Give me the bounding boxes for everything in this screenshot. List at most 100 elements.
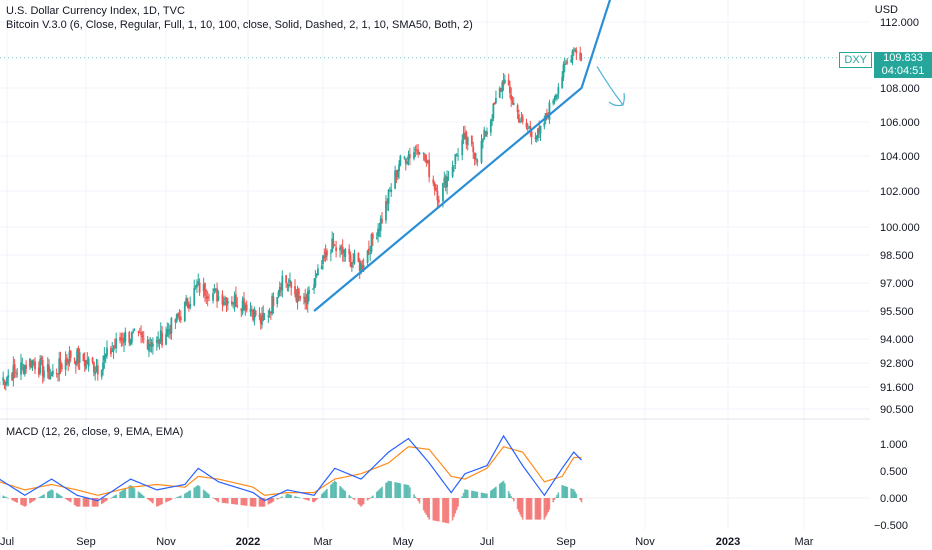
candle-body	[340, 246, 343, 249]
candle-body	[258, 315, 261, 317]
candle-body	[465, 131, 468, 145]
macd-histogram-bar	[243, 498, 245, 506]
candle-body	[6, 377, 8, 384]
macd-signal-line	[0, 446, 582, 496]
macd-histogram-bar	[574, 491, 576, 498]
macd-histogram-bar	[570, 488, 572, 498]
candle-body	[241, 300, 244, 313]
macd-histogram-bar	[11, 498, 13, 501]
candle-body	[185, 298, 188, 304]
candle-body	[57, 373, 59, 375]
macd-histogram-bar	[562, 485, 565, 498]
candle-body	[332, 240, 335, 247]
candle-body	[341, 246, 344, 254]
macd-histogram-bar	[510, 496, 513, 498]
candle-body	[406, 161, 409, 164]
candle-body	[51, 370, 54, 375]
candle-body	[552, 100, 555, 104]
macd-histogram-bar	[289, 494, 291, 498]
candle-body	[281, 275, 284, 291]
price-tick-label: 104.000	[880, 151, 920, 163]
candle-body	[149, 343, 152, 346]
macd-histogram-bar	[82, 498, 85, 507]
macd-histogram-bar	[129, 485, 132, 498]
macd-histogram-bar	[370, 496, 373, 498]
macd-histogram-bar	[179, 495, 182, 498]
macd-histogram-bar	[482, 492, 484, 498]
macd-histogram-bar	[76, 498, 78, 507]
candle-body	[48, 365, 50, 379]
candle-body	[414, 149, 417, 150]
candle-body	[240, 308, 243, 311]
macd-axis: 1.000 0.500 0.000 −0.500	[874, 439, 908, 532]
candle-body	[194, 285, 197, 287]
macd-histogram-bar	[133, 488, 136, 498]
candle-body	[428, 159, 431, 178]
macd-histogram-bar	[15, 498, 17, 503]
candle-body	[530, 131, 533, 138]
macd-histogram-bar	[55, 492, 58, 498]
candle-body	[83, 360, 86, 367]
macd-histogram-bar	[543, 498, 546, 520]
macd-histogram-bar	[268, 498, 271, 504]
macd-histogram-bar	[280, 497, 282, 498]
candle-body	[464, 132, 466, 134]
macd-histogram-bar	[379, 488, 382, 498]
macd-histogram-bar	[407, 485, 410, 498]
indicator-legend[interactable]: Bitcoin V.3.0 (6, Close, Regular, Full, …	[6, 19, 473, 31]
macd-histogram-bar	[69, 498, 72, 503]
candle-body	[86, 361, 89, 365]
candle-body	[259, 316, 262, 324]
candle-body	[476, 160, 479, 162]
macd-histogram-bar	[278, 498, 281, 499]
candle-body	[55, 372, 58, 374]
macd-histogram-bar	[332, 482, 335, 498]
candle-body	[102, 362, 104, 371]
macd-histogram-bar	[409, 487, 411, 498]
candle-body	[447, 177, 450, 179]
candle-body	[353, 253, 356, 264]
macd-histogram-bar	[555, 497, 557, 498]
macd-histogram-bar	[317, 498, 319, 499]
macd-legend[interactable]: MACD (12, 26, close, 9, EMA, EMA)	[6, 426, 184, 438]
candle-body	[454, 154, 457, 165]
macd-histogram-bar	[580, 498, 583, 503]
time-tick-label: May	[393, 536, 414, 548]
macd-histogram-bar	[476, 491, 479, 498]
macd-histogram-bar	[516, 498, 519, 510]
macd-histogram-bar	[128, 485, 131, 498]
candle-body	[175, 313, 178, 322]
macd-histogram-bar	[157, 498, 159, 507]
macd-histogram-bar	[501, 481, 504, 498]
candle-body	[322, 255, 324, 265]
candle-body	[222, 301, 225, 306]
price-axis: 112.000 108.000 106.000 104.000 102.000 100.0…	[880, 17, 920, 416]
candle-body	[571, 50, 574, 61]
macd-histogram-bar	[375, 491, 378, 498]
candle-body	[65, 357, 68, 363]
candle-body	[142, 338, 145, 340]
candle-body	[289, 279, 291, 283]
candle-body	[141, 335, 144, 338]
candle-body	[313, 284, 316, 289]
candle-body	[104, 354, 107, 358]
trendline	[313, 0, 612, 312]
macd-histogram-bar	[530, 498, 533, 520]
macd-histogram-bar	[64, 498, 67, 499]
macd-histogram-bar	[566, 486, 569, 498]
candle-body	[534, 137, 537, 139]
macd-histogram-bar	[39, 496, 41, 498]
macd-histogram-bar	[115, 494, 117, 498]
candle-body	[286, 284, 289, 286]
candle-body	[461, 140, 464, 156]
candle-body	[511, 102, 514, 104]
macd-histogram-bar	[141, 494, 144, 498]
macd-histogram-bar	[390, 481, 392, 498]
candle-body	[404, 159, 407, 164]
candle-body	[120, 339, 123, 340]
macd-histogram-bar	[66, 498, 68, 500]
candle-body	[13, 364, 16, 370]
candle-body	[296, 289, 299, 303]
macd-histogram-bar	[323, 491, 326, 498]
